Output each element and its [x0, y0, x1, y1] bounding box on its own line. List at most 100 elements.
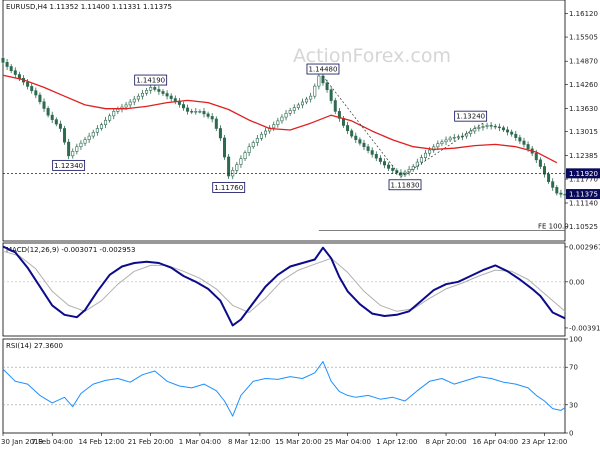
candle-body — [452, 137, 456, 139]
candle-body — [218, 128, 222, 139]
candle-body — [485, 125, 489, 127]
price-axis-tick-label: 1.16120 — [569, 10, 598, 18]
candle-body — [469, 130, 473, 134]
candle-body — [87, 135, 91, 140]
candle-body — [108, 115, 112, 121]
price-header: EURUSD,H4 1.11352 1.11400 1.11331 1.1137… — [6, 3, 172, 11]
candle-body — [243, 152, 247, 159]
candle-body — [54, 119, 58, 125]
macd-axis-tick-label: -0.003916 — [569, 324, 600, 332]
candle-body — [71, 150, 75, 157]
candle-body — [173, 98, 177, 102]
price-annotation-box — [388, 179, 422, 191]
candle-body — [444, 139, 448, 143]
candle-body — [223, 137, 227, 158]
candle-body — [206, 113, 210, 117]
price-marker-label: 1.11375 — [569, 191, 598, 199]
candle-body — [259, 133, 263, 139]
macd-axis-tick-label: 0.002967 — [569, 243, 600, 251]
candle-body — [489, 125, 493, 127]
candle-body — [83, 139, 87, 144]
price-axis-tick-label: 1.12385 — [569, 152, 598, 160]
macd-line — [2, 245, 566, 327]
candle-body — [194, 111, 198, 113]
candle-body — [419, 157, 423, 163]
candle-body — [140, 92, 144, 97]
moving-average-line — [2, 74, 558, 164]
candle-body — [251, 142, 255, 148]
price-annotation-box — [212, 182, 246, 193]
candle-body — [501, 127, 505, 131]
x-axis-tick-label: 8 Mar 12:00 — [228, 438, 270, 446]
candle-body — [477, 127, 481, 129]
rsi-panel — [2, 338, 566, 434]
candle-body — [272, 124, 276, 129]
candle-body — [551, 181, 555, 188]
candle-body — [58, 123, 62, 129]
x-axis-tick-label: 15 Mar 20:00 — [275, 438, 322, 446]
candle-body — [534, 152, 538, 161]
x-axis-tick-label: 1 Mar 04:00 — [179, 438, 221, 446]
candle-body — [63, 128, 67, 143]
candle-body — [264, 130, 268, 135]
candle-body — [284, 112, 288, 118]
candle-body — [247, 146, 251, 153]
candle-body — [370, 150, 374, 155]
candle-body — [169, 95, 173, 99]
candle-body — [362, 142, 366, 148]
candle-body — [38, 94, 42, 103]
candle-body — [313, 85, 317, 97]
candle-body — [526, 144, 530, 150]
candle-body — [288, 110, 292, 114]
rsi-axis-tick-label: 30 — [569, 401, 578, 409]
candle-body — [305, 98, 309, 103]
candle-body — [79, 142, 83, 148]
candle-body — [329, 89, 333, 101]
candle-body — [374, 154, 378, 159]
candle-body — [13, 70, 17, 75]
price-annotation-label: 1.13240 — [456, 113, 485, 121]
price-axis-tick-label: 1.14870 — [569, 58, 598, 66]
candle-body — [202, 111, 206, 115]
candle-body — [346, 125, 350, 132]
candle-body — [239, 158, 243, 165]
candle-body — [559, 192, 563, 195]
candle-body — [309, 95, 313, 100]
candle-body — [99, 124, 103, 129]
candle-body — [358, 139, 362, 144]
candle-body — [428, 149, 432, 154]
candle-body — [538, 159, 542, 167]
candle-body — [337, 111, 341, 119]
candle-body — [75, 146, 79, 152]
candle-body — [518, 137, 522, 142]
candle-body — [34, 90, 38, 96]
x-axis-tick-label: 16 Apr 04:00 — [472, 438, 518, 446]
candle-body — [124, 104, 128, 108]
macd-title: MACD(12,26,9) -0.003071 -0.002953 — [6, 246, 135, 254]
price-axis-tick-label: 1.11140 — [569, 199, 598, 207]
price-axis-tick-label: 1.11770 — [569, 176, 598, 184]
x-axis-tick-label: 8 Apr 20:00 — [425, 438, 466, 446]
candle-body — [424, 152, 428, 158]
candle-body — [399, 172, 403, 176]
candle-body — [214, 118, 218, 129]
price-marker-box — [566, 168, 600, 179]
fib-projection-line — [322, 75, 402, 177]
candle-body — [161, 91, 165, 94]
price-marker-box — [566, 189, 600, 200]
candle-body — [104, 119, 108, 125]
candle-body — [128, 101, 132, 106]
candle-body — [456, 136, 460, 138]
candle-body — [317, 75, 321, 87]
rsi-axis-tick-label: 0 — [569, 430, 573, 438]
candle-body — [415, 161, 419, 167]
price-annotation-box — [134, 74, 168, 86]
candle-body — [280, 116, 284, 122]
candle-body — [227, 156, 231, 177]
candle-body — [292, 107, 296, 111]
candle-body — [50, 114, 54, 120]
candle-body — [563, 193, 567, 196]
candle-body — [46, 108, 50, 116]
candle-body — [366, 146, 370, 151]
